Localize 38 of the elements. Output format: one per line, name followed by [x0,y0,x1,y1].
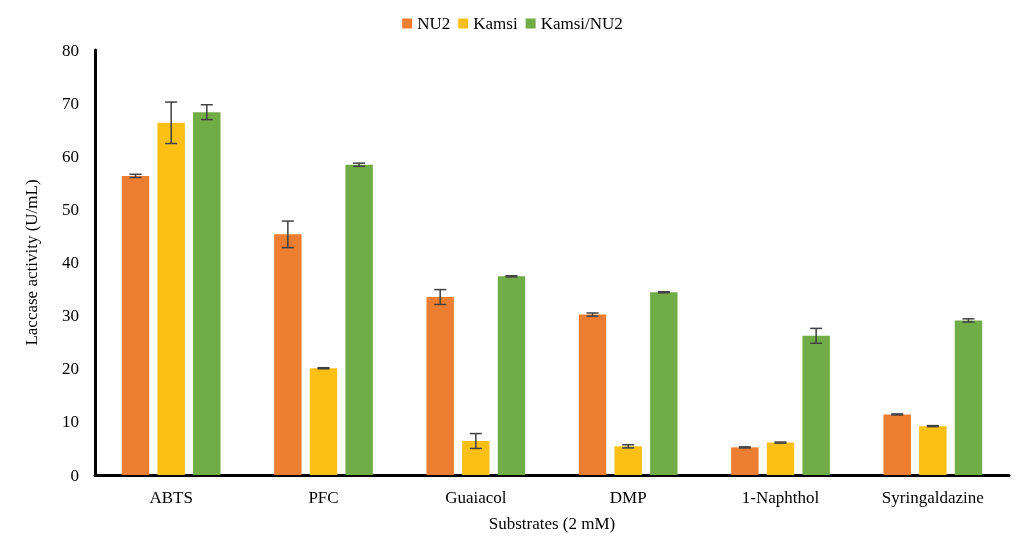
y-tick-label: 20 [62,359,79,379]
bar [121,175,150,475]
bar [309,368,338,475]
y-tick-label: 60 [62,146,79,166]
y-tick-label: 80 [62,40,79,60]
bar [426,297,454,475]
x-tick-label: 1-Naphthol [741,488,820,507]
bar [345,164,373,475]
bar [766,442,795,475]
x-tick-label: Guaiacol [445,488,507,507]
y-tick-label: 40 [62,253,79,272]
y-tick-label: 30 [62,306,79,326]
x-tick-label: ABTS [149,488,193,507]
bar [157,122,185,475]
y-tick-label: 0 [70,465,79,485]
legend-label: Kamsi [473,14,518,33]
bar [497,276,526,475]
y-tick-label: 70 [62,93,79,113]
bar [614,446,642,475]
bar [802,335,830,475]
bar [883,414,911,475]
y-tick-label: 50 [62,199,79,219]
bar [919,426,947,475]
y-axis-title: Laccase activity (U/mL) [22,179,41,346]
bar [578,314,607,475]
legend-label: NU2 [417,14,451,33]
bar [954,320,983,475]
bar [462,441,490,475]
bar [731,447,759,475]
y-tick-label: 10 [62,412,79,432]
x-tick-label: DMP [609,488,647,507]
bar [193,112,221,475]
legend-label: Kamsi/NU2 [540,14,623,33]
x-tick-label: Syringaldazine [881,488,984,507]
bar [650,292,678,475]
x-axis-title: Substrates (2 mM) [488,514,616,533]
bar [274,234,302,475]
x-tick-label: PFC [308,488,339,507]
